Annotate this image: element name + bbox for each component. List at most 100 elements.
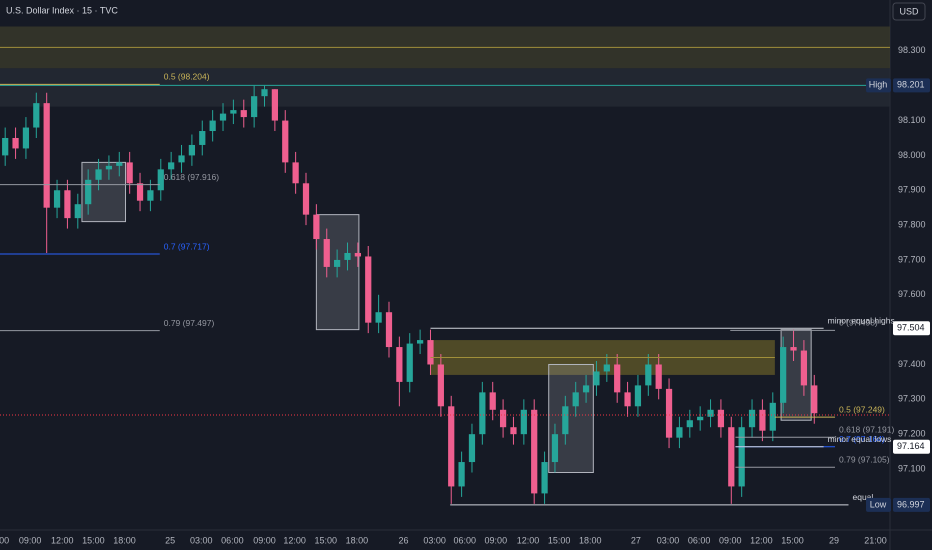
x-tick-label: 15:00 xyxy=(82,535,105,545)
zone xyxy=(0,68,890,107)
candle-body xyxy=(375,312,382,323)
price-tag: 97.504 xyxy=(897,323,925,333)
candle-body xyxy=(354,252,361,257)
x-tick-label: 03:00 xyxy=(657,535,680,545)
candle-body xyxy=(551,434,559,463)
candle-body xyxy=(261,89,268,97)
candle-body xyxy=(240,110,247,118)
x-tick-label: 06:00 xyxy=(453,535,476,545)
x-tick-label: 12:00 xyxy=(750,535,773,545)
x-tick-label: 29 xyxy=(829,535,839,545)
candle-body xyxy=(406,343,413,382)
x-tick-label: 12:00 xyxy=(517,535,540,545)
x-tick-label: 03:00 xyxy=(423,535,446,545)
candle-body xyxy=(365,256,372,323)
price-tag-name: Low xyxy=(870,499,887,509)
level-label: 0.7 (97.164) xyxy=(839,434,885,444)
candle-body xyxy=(603,364,610,372)
candle-body xyxy=(282,120,289,163)
candle-body xyxy=(12,137,19,149)
candle-body xyxy=(313,214,320,240)
price-tag: 96.997 xyxy=(897,499,925,509)
candle-body xyxy=(614,364,621,393)
x-tick-label: 25 xyxy=(165,535,175,545)
x-tick-label: 09:00 xyxy=(19,535,42,545)
y-tick-label: 97.600 xyxy=(898,289,926,299)
x-tick-label: 12:00 xyxy=(283,535,306,545)
x-tick-label: 12:00 xyxy=(51,535,74,545)
candle-body xyxy=(188,144,196,156)
y-tick-label: 97.900 xyxy=(898,185,926,195)
level-label: 0.5 (97.249) xyxy=(839,404,885,414)
candle-body xyxy=(582,385,590,393)
price-tag-name-box xyxy=(866,78,891,93)
candle-body xyxy=(292,162,299,184)
candle-body xyxy=(178,155,185,163)
level-label: 0.7 (97.717) xyxy=(164,241,210,251)
x-tick-label: 21:00 xyxy=(864,535,887,545)
candle-body xyxy=(738,427,745,487)
currency[interactable]: USD xyxy=(899,6,919,16)
candle-body xyxy=(396,347,403,382)
x-tick-label: 15:00 xyxy=(781,535,804,545)
candle-body xyxy=(748,409,756,428)
x-tick-label: 03:00 xyxy=(190,535,213,545)
y-tick-label: 97.300 xyxy=(898,394,926,404)
currency-button[interactable] xyxy=(892,2,926,21)
x-tick-label: 18:00 xyxy=(346,535,369,545)
y-tick-label: 97.700 xyxy=(898,254,926,264)
level-label: minor equal lows xyxy=(828,434,892,444)
y-tick-label: 97.400 xyxy=(898,359,926,369)
candle-body xyxy=(64,190,71,219)
candle-body xyxy=(686,420,693,428)
chart-title: U.S. Dollar Index · 15 · TVC xyxy=(6,5,118,15)
candle-body xyxy=(427,340,434,365)
y-tick-label: 97.800 xyxy=(898,219,926,229)
candle-body xyxy=(790,347,797,351)
x-tick-label: 15:00 xyxy=(548,535,571,545)
x-tick-label: 09:00 xyxy=(485,535,508,545)
candle-body xyxy=(759,409,766,431)
price-tag-box xyxy=(893,321,930,336)
y-tick-label: 97.200 xyxy=(898,429,926,439)
level-label: 0.79 (97.497) xyxy=(164,318,215,328)
candle-body xyxy=(209,120,216,132)
candle-body xyxy=(769,402,776,431)
candle-body xyxy=(800,350,808,386)
candle-body xyxy=(251,96,258,118)
level-label: 0 (97.498) xyxy=(839,318,878,328)
candle-body xyxy=(74,204,81,219)
y-tick-label: 98.000 xyxy=(898,150,926,160)
candle-body xyxy=(499,409,507,428)
price-tag-box xyxy=(893,78,930,93)
level-label: 0.618 (97.191) xyxy=(839,425,894,435)
candle-body xyxy=(302,183,310,215)
x-tick-label: 09:00 xyxy=(253,535,276,545)
x-tick-label: 15:00 xyxy=(314,535,337,545)
candle-body xyxy=(126,162,133,184)
candle-body xyxy=(728,427,735,487)
candle-body xyxy=(676,427,683,438)
level-label: 0.5 (98.204) xyxy=(164,72,210,82)
candle-body xyxy=(85,179,92,205)
candle-body xyxy=(385,312,393,348)
candle-body xyxy=(22,127,30,149)
candle-body xyxy=(458,462,465,487)
candle-body xyxy=(468,434,476,463)
candle-body xyxy=(219,113,227,121)
x-tick-label: 09:00 xyxy=(719,535,742,545)
candle-body xyxy=(448,406,455,487)
candle-body xyxy=(510,427,517,435)
candle-body xyxy=(634,385,642,407)
candle-body xyxy=(105,165,113,170)
price-tag: 97.164 xyxy=(897,441,925,451)
candle-body xyxy=(53,190,61,208)
candle-body xyxy=(334,259,341,267)
x-tick-label: 27 xyxy=(631,535,641,545)
level-label: 0.79 (97.105) xyxy=(839,455,890,465)
candle-body xyxy=(43,103,50,208)
candle-body xyxy=(717,409,725,428)
candle-body xyxy=(520,409,527,435)
x-tick-label: 18:00 xyxy=(113,535,136,545)
